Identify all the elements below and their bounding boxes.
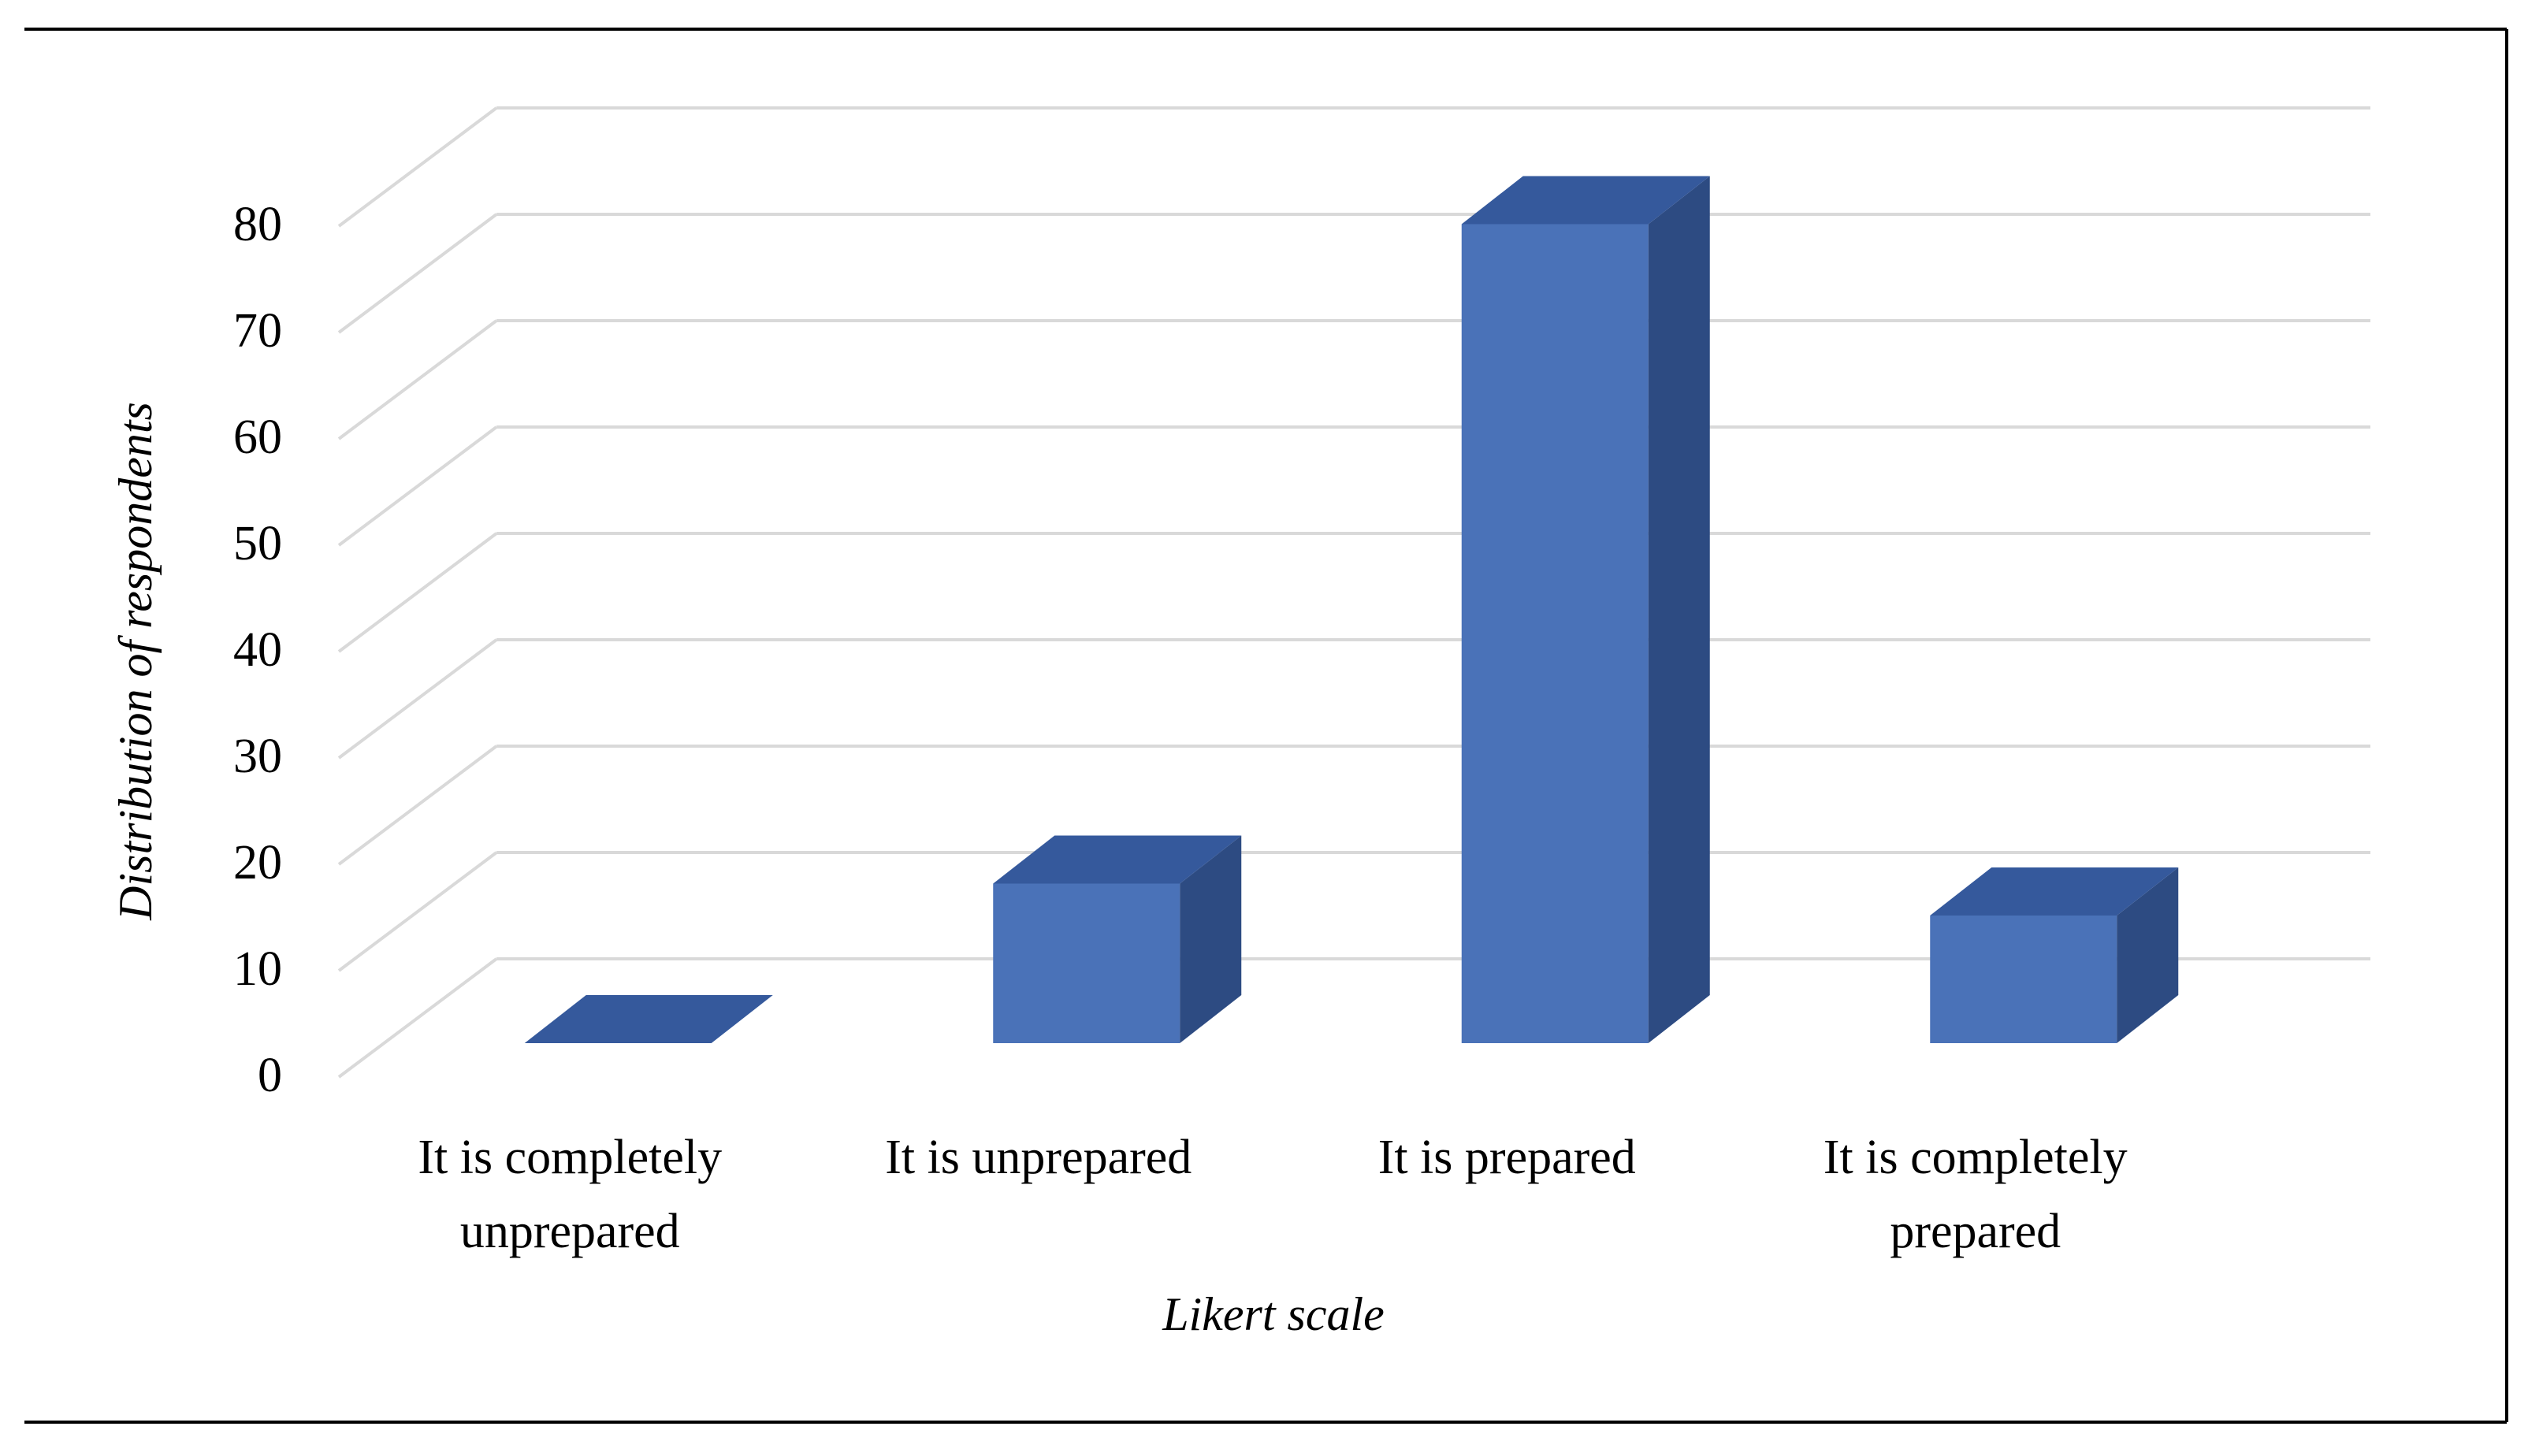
- grid-line-side: [337, 532, 498, 653]
- grid-line-side: [337, 319, 498, 440]
- grid-line-side: [337, 851, 498, 972]
- y-tick-label: 70: [233, 304, 282, 358]
- bar-front: [993, 883, 1180, 1043]
- x-tick-label: It is unprepared: [885, 1131, 1192, 1184]
- grid-line-side: [337, 638, 498, 760]
- grid-line-side: [337, 957, 498, 1079]
- y-tick-label: 0: [258, 1049, 282, 1102]
- x-tick-label: It is prepared: [1377, 1131, 1636, 1184]
- y-tick-label: 10: [233, 942, 282, 996]
- bar-side: [2117, 867, 2179, 1043]
- y-tick-label: 20: [233, 836, 282, 890]
- y-tick-label: 30: [233, 730, 282, 783]
- bar-top: [993, 835, 1242, 884]
- grid-line-side: [337, 745, 498, 866]
- bar-top: [524, 995, 773, 1043]
- y-tick-label: 50: [233, 517, 282, 570]
- grid-line-side: [337, 425, 498, 547]
- grid-line-side: [337, 213, 498, 334]
- bar-front: [1461, 224, 1649, 1043]
- grid-line-side: [337, 106, 498, 228]
- bar-front: [1930, 916, 2117, 1043]
- bar-top: [1930, 867, 2179, 916]
- bar-side: [1180, 835, 1242, 1043]
- y-tick-label: 40: [233, 623, 282, 677]
- y-tick-label: 60: [233, 410, 282, 464]
- bar-side: [1648, 176, 1710, 1043]
- x-tick-label: It is completely unprepared: [418, 1131, 723, 1258]
- y-tick-label: 80: [233, 198, 282, 251]
- x-tick-label: It is completely prepared: [1823, 1131, 2128, 1258]
- bar-top: [1461, 176, 1710, 225]
- y-axis-title: Distribution of respondents: [110, 402, 162, 921]
- x-axis-title: Likert scale: [1162, 1288, 1385, 1340]
